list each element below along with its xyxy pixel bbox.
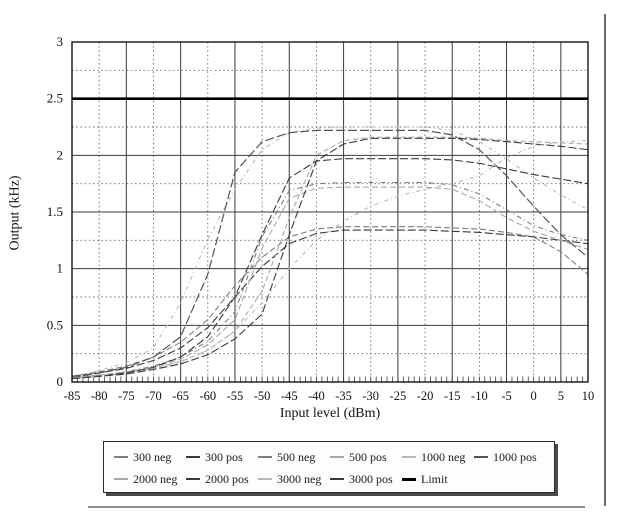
legend-line-marker <box>330 456 344 458</box>
legend-label: 3000 pos <box>349 471 393 486</box>
scan-artifact-right-edge <box>604 14 606 506</box>
y-tick-label: 1 <box>57 261 64 276</box>
legend-item-1000-neg: 1000 neg <box>402 450 474 465</box>
legend-row: 2000 neg 2000 pos 3000 neg 3000 pos Limit <box>114 468 554 490</box>
legend-line-marker <box>258 456 272 458</box>
y-tick-label: 2.5 <box>47 91 63 106</box>
series-2000-neg <box>71 136 589 380</box>
legend-item-1000-pos: 1000 pos <box>474 450 546 465</box>
chart-legend: 300 neg 300 pos 500 neg 500 pos 1000 neg 1000… <box>103 441 555 493</box>
x-tick-label: -40 <box>308 389 325 403</box>
x-tick-label: -55 <box>227 389 244 403</box>
legend-label: 500 neg <box>277 449 316 464</box>
line-chart-plot-area: 00.511.522.53-85 -80 -75 -70 -65 -60 -55 -50 -45… <box>47 34 595 403</box>
legend-line-marker <box>402 456 416 458</box>
legend-label: 500 pos <box>349 449 387 464</box>
series-300-neg <box>71 226 589 377</box>
scan-artifact-bottom-line <box>88 506 585 508</box>
legend-label: 300 pos <box>205 449 243 464</box>
series-3000-pos <box>71 158 589 380</box>
series-1000-neg <box>71 126 589 377</box>
x-tick-label: -5 <box>501 389 511 403</box>
series-3000-neg <box>71 140 589 380</box>
x-tick-label: -50 <box>254 389 271 403</box>
legend-item-2000-neg: 2000 neg <box>114 472 186 487</box>
y-tick-label: 3 <box>57 34 64 49</box>
legend-line-marker <box>114 456 128 458</box>
y-axis-title: Output (kHz) <box>7 175 23 251</box>
legend-line-marker <box>258 478 272 480</box>
legend-item-300-neg: 300 neg <box>114 450 186 465</box>
series-2000-pos <box>71 137 589 380</box>
legend-line-marker <box>186 456 200 458</box>
x-tick-label: -35 <box>335 389 352 403</box>
legend-label: 1000 pos <box>493 449 537 464</box>
x-tick-label: -25 <box>390 389 407 403</box>
plot-frame <box>71 41 589 383</box>
x-tick-label: 0 <box>531 389 537 403</box>
legend-line-marker <box>114 478 128 480</box>
legend-item-limit: Limit <box>402 472 474 487</box>
legend-label: 2000 neg <box>133 471 178 486</box>
x-tick-label: -30 <box>362 389 379 403</box>
legend-line-marker <box>186 478 200 480</box>
legend-item-3000-pos: 3000 pos <box>330 472 402 487</box>
series-300-pos <box>71 229 589 379</box>
x-tick-label: -70 <box>145 389 162 403</box>
x-tick-label: -20 <box>417 389 434 403</box>
x-tick-label: -10 <box>471 389 488 403</box>
x-tick-label: -15 <box>444 389 461 403</box>
legend-label: 3000 neg <box>277 471 322 486</box>
x-tick-label: 10 <box>582 389 595 403</box>
legend-line-marker <box>330 478 344 480</box>
x-tick-label: -65 <box>172 389 189 403</box>
legend-label: 1000 neg <box>421 449 466 464</box>
legend-row: 300 neg 300 pos 500 neg 500 pos 1000 neg 1000… <box>114 446 554 468</box>
legend-line-marker <box>474 456 488 458</box>
legend-item-2000-pos: 2000 pos <box>186 472 258 487</box>
x-tick-label: -80 <box>91 389 108 403</box>
y-tick-label: 1.5 <box>47 204 63 219</box>
series-500-neg <box>71 181 589 379</box>
legend-item-3000-neg: 3000 neg <box>258 472 330 487</box>
y-tick-label: 0 <box>57 374 64 389</box>
x-tick-label: -75 <box>118 389 135 403</box>
series-1000-pos <box>71 129 589 377</box>
y-tick-label: 2 <box>57 147 64 162</box>
legend-label: Limit <box>421 471 448 486</box>
x-tick-label: -60 <box>199 389 216 403</box>
x-tick-label: 5 <box>558 389 564 403</box>
legend-label: 2000 pos <box>205 471 249 486</box>
series-500-pos <box>71 186 589 379</box>
x-tick-label: -45 <box>281 389 298 403</box>
legend-item-500-pos: 500 pos <box>330 450 402 465</box>
x-tick-label: -85 <box>64 389 81 403</box>
x-axis-title: Input level (dBm) <box>279 406 381 421</box>
legend-item-500-neg: 500 neg <box>258 450 330 465</box>
legend-line-marker <box>402 477 416 481</box>
legend-item-300-pos: 300 pos <box>186 450 258 465</box>
y-tick-label: 0.5 <box>47 317 63 332</box>
legend-label: 300 neg <box>133 449 172 464</box>
